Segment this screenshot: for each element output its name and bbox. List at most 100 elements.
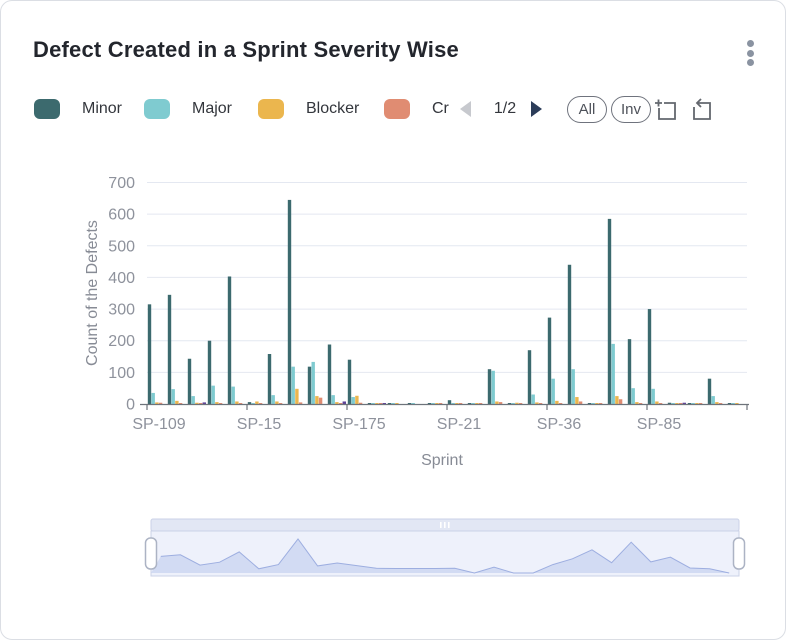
bar-minor [567, 264, 572, 404]
drag-grip-icon [448, 522, 450, 528]
bar-major [611, 343, 615, 404]
legend-item-major[interactable]: Major [144, 96, 232, 122]
bar-major [331, 395, 335, 404]
bar-cr [578, 401, 583, 404]
bar-minor [647, 309, 652, 404]
bar-minor [227, 276, 232, 404]
legend-label: Cr [432, 100, 449, 117]
bar-minor [667, 402, 672, 404]
bar-blocker [735, 403, 739, 404]
legend-next-page-arrow[interactable] [531, 101, 542, 117]
bar-minor [467, 403, 472, 404]
x-axis-tick-label: SP-85 [637, 416, 682, 433]
x-axis-tick-label: SP-109 [132, 416, 185, 433]
bar-blocker [695, 403, 699, 404]
bar-major [351, 397, 355, 404]
bar-blocker [215, 402, 219, 404]
bar-blocker [655, 401, 659, 404]
bar-blocker [515, 402, 519, 404]
bar-major [491, 370, 495, 404]
legend-swatch-minor [34, 99, 60, 119]
legend-swatch-major [144, 99, 170, 119]
legend-swatch-blocker [258, 99, 284, 119]
bar-blocker [395, 403, 399, 404]
bar-minor [487, 369, 492, 404]
defects-bar-chart[interactable]: 0 100 200 300 400 500 600 700 SP-109 SP-15 SP-175 S… [1, 161, 788, 491]
restore-zoom-icon[interactable] [689, 98, 713, 122]
bar-blocker [255, 401, 259, 404]
kebab-menu-icon[interactable] [744, 40, 756, 68]
slider-right-handle[interactable] [732, 537, 746, 570]
bar-cr [638, 403, 643, 404]
bar-minor [187, 358, 192, 404]
legend-label: Minor [82, 100, 123, 117]
bar-minor [427, 403, 432, 404]
y-axis-tick-label: 200 [108, 333, 135, 350]
y-axis-tick-label: 0 [126, 397, 135, 414]
y-axis-tick-label: 500 [108, 238, 135, 255]
bar-blocker [155, 402, 159, 404]
select-all-button[interactable]: All [567, 96, 607, 123]
page-title: Defect Created in a Sprint Severity Wise [33, 37, 459, 62]
y-axis-name: Count of the Defects [84, 220, 101, 366]
bar-minor [507, 403, 512, 404]
bar-cr [198, 403, 203, 404]
x-axis-tick-label: SP-175 [332, 416, 385, 433]
bar-cr [218, 403, 223, 404]
bar-minor [207, 340, 212, 404]
bar-major [231, 386, 235, 404]
bar-blocker [375, 403, 379, 404]
bar-major [211, 385, 215, 404]
data-zoom-slider[interactable] [141, 513, 749, 585]
x-axis-tick-label: SP-36 [537, 416, 582, 433]
legend-prev-page-arrow[interactable] [460, 101, 471, 117]
bar-blocker [715, 402, 719, 404]
bar-cr [678, 403, 683, 404]
bar-cr [178, 403, 183, 404]
bar-cr [518, 403, 523, 404]
bar-major [391, 403, 395, 404]
y-axis-tick-label: 400 [108, 270, 135, 287]
bar-series-5 [342, 401, 346, 404]
bar-blocker [235, 401, 239, 404]
bar-blocker [355, 395, 359, 404]
bar-blocker [335, 402, 339, 404]
bar-major [551, 378, 555, 404]
y-axis-tick-label: 300 [108, 302, 135, 319]
x-axis-name: Sprint [421, 452, 463, 469]
bar-blocker [435, 403, 439, 404]
bar-cr [718, 403, 723, 404]
legend-item-critical[interactable]: Cr [384, 96, 449, 122]
bar-blocker [495, 401, 499, 404]
bar-minor [587, 403, 592, 404]
bar-blocker [295, 388, 299, 404]
legend-item-blocker[interactable]: Blocker [258, 96, 359, 122]
bar-cr [598, 403, 603, 404]
bar-minor [307, 366, 312, 404]
zoom-select-icon[interactable] [654, 98, 678, 122]
minimap-area [151, 539, 739, 573]
bar-major [251, 403, 255, 404]
bar-major [431, 403, 435, 404]
bar-blocker [675, 403, 679, 404]
bar-minor [607, 218, 612, 404]
bar-major [411, 403, 415, 404]
bar-major [691, 403, 695, 404]
legend-item-minor[interactable]: Minor [34, 96, 122, 122]
bar-major [511, 403, 515, 404]
bar-minor [727, 403, 732, 404]
bar-major [371, 403, 375, 404]
drag-grip-icon [440, 522, 442, 528]
bar-minor [287, 199, 292, 404]
bar-blocker [615, 396, 619, 404]
bar-blocker [595, 403, 599, 404]
bar-cr [658, 403, 663, 404]
legend-page-indicator: 1/2 [493, 100, 517, 117]
bar-cr [318, 397, 323, 404]
slider-left-handle[interactable] [144, 537, 158, 570]
bar-series-5 [682, 402, 686, 404]
bar-minor [707, 378, 712, 404]
bar-blocker [455, 403, 459, 404]
inverse-selection-button[interactable]: Inv [611, 96, 652, 123]
